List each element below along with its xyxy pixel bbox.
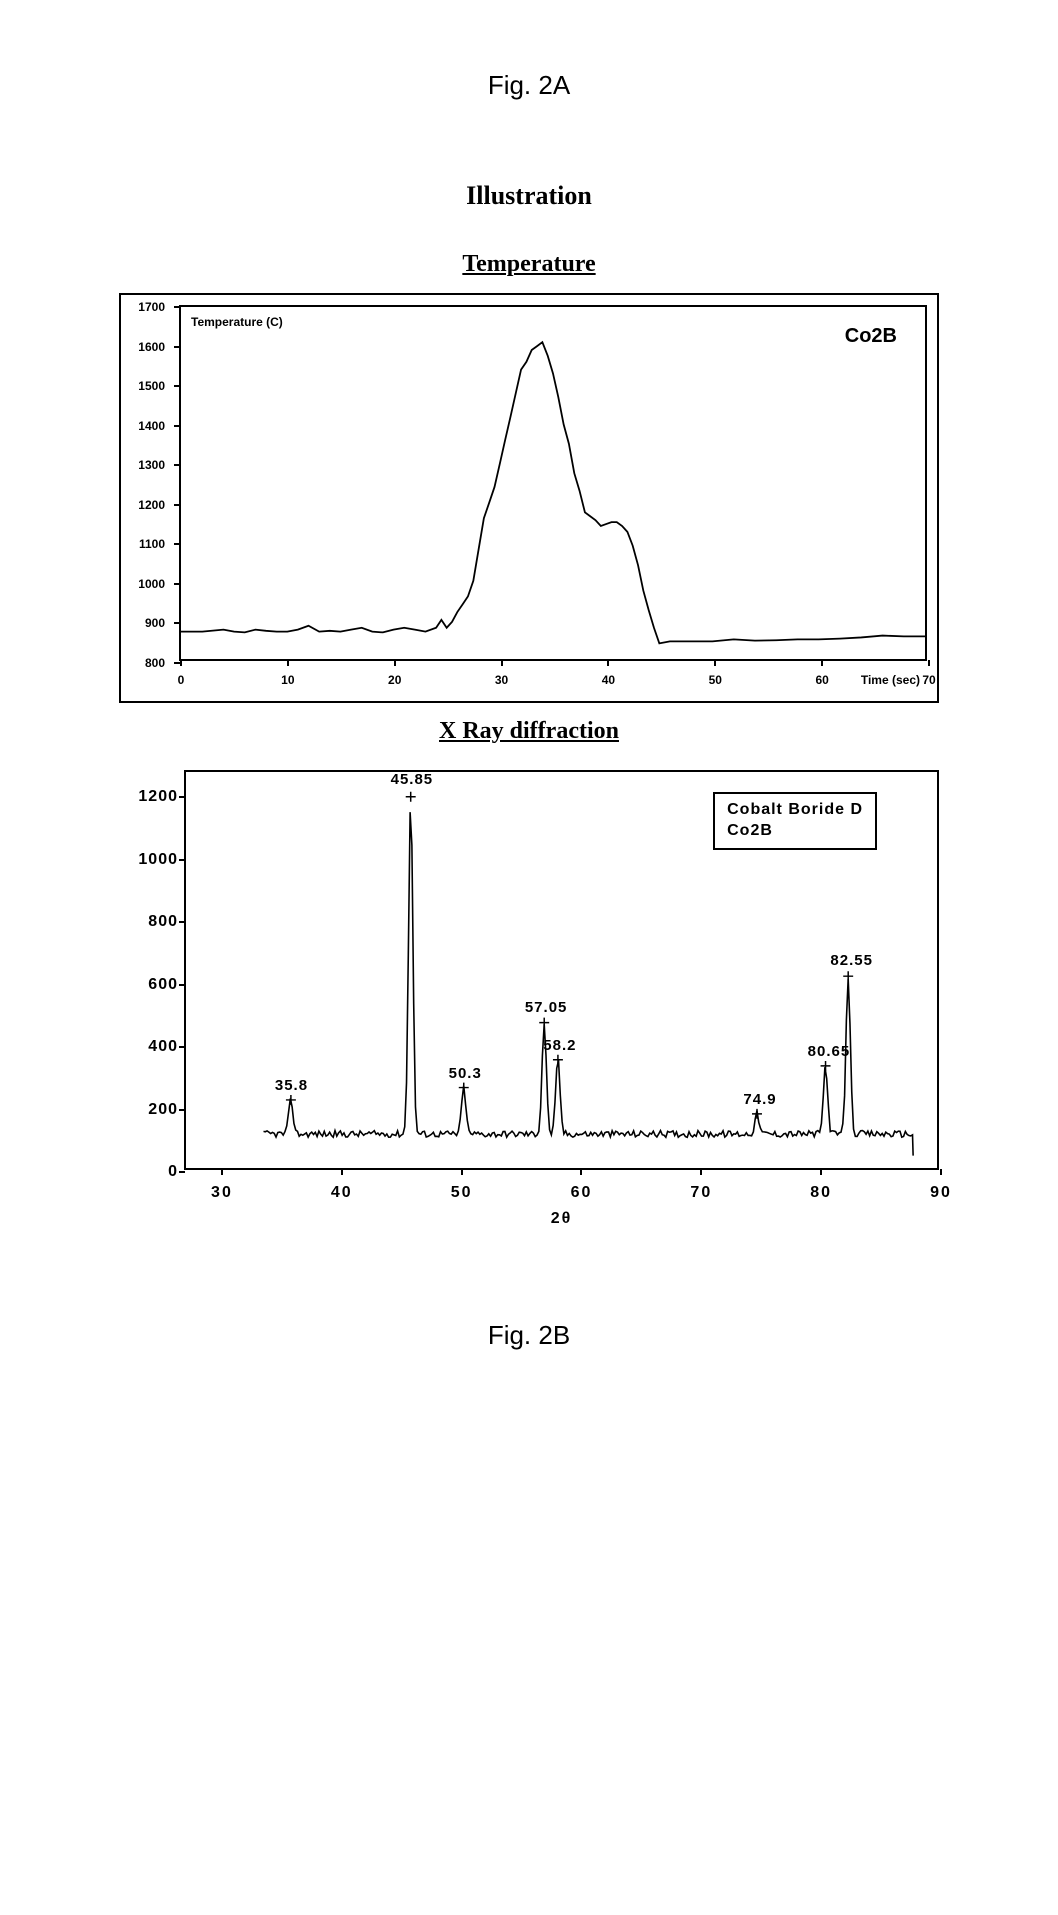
y-tick-label: 1600 bbox=[129, 340, 165, 354]
y-tick-label: 800 bbox=[118, 913, 178, 931]
y-tick-label: 200 bbox=[118, 1101, 178, 1119]
y-tick-label: 800 bbox=[129, 656, 165, 670]
y-tick-label: 1500 bbox=[129, 379, 165, 393]
x-tick-label: 20 bbox=[388, 673, 401, 687]
x-tick-label: 60 bbox=[571, 1184, 593, 1202]
x-axis-title: Time (sec) bbox=[861, 673, 920, 687]
y-tick-label: 900 bbox=[129, 616, 165, 630]
y-tick-label: 1400 bbox=[129, 419, 165, 433]
x-tick-label: 80 bbox=[810, 1184, 832, 1202]
chart2-title: X Ray diffraction bbox=[60, 718, 998, 745]
x-tick-label: 60 bbox=[815, 673, 828, 687]
figure-label-bottom: Fig. 2B bbox=[60, 1320, 998, 1351]
y-tick-label: 1100 bbox=[129, 537, 165, 551]
x-tick-label: 70 bbox=[922, 673, 935, 687]
temperature-chart: 800 900 1000 1100 1200 1300 1400 1500 1600 1700 0 1… bbox=[119, 293, 939, 703]
x-tick-label: 40 bbox=[331, 1184, 353, 1202]
x-tick-label: 90 bbox=[930, 1184, 952, 1202]
figure-label-top: Fig. 2A bbox=[60, 70, 998, 101]
y-tick-label: 400 bbox=[118, 1038, 178, 1056]
y-tick-label: 1300 bbox=[129, 458, 165, 472]
x-tick-label: 10 bbox=[281, 673, 294, 687]
x-tick-label: 50 bbox=[451, 1184, 473, 1202]
illustration-title: Illustration bbox=[60, 181, 998, 211]
y-tick-label: 1000 bbox=[118, 851, 178, 869]
x-tick-label: 50 bbox=[709, 673, 722, 687]
x-axis-title: 2θ bbox=[551, 1210, 573, 1228]
x-tick-label: 70 bbox=[690, 1184, 712, 1202]
y-tick-label: 1700 bbox=[129, 300, 165, 314]
y-tick-label: 0 bbox=[118, 1163, 178, 1181]
x-tick-label: 30 bbox=[495, 673, 508, 687]
y-tick-label: 1000 bbox=[129, 577, 165, 591]
y-tick-label: 1200 bbox=[129, 498, 165, 512]
x-tick-label: 30 bbox=[211, 1184, 233, 1202]
y-tick-label: 1200 bbox=[118, 788, 178, 806]
y-tick-label: 600 bbox=[118, 976, 178, 994]
xray-chart: 020040060080010001200304050607080902θCob… bbox=[109, 760, 949, 1220]
chart1-title: Temperature bbox=[60, 251, 998, 278]
x-tick-label: 40 bbox=[602, 673, 615, 687]
x-tick-label: 0 bbox=[178, 673, 185, 687]
